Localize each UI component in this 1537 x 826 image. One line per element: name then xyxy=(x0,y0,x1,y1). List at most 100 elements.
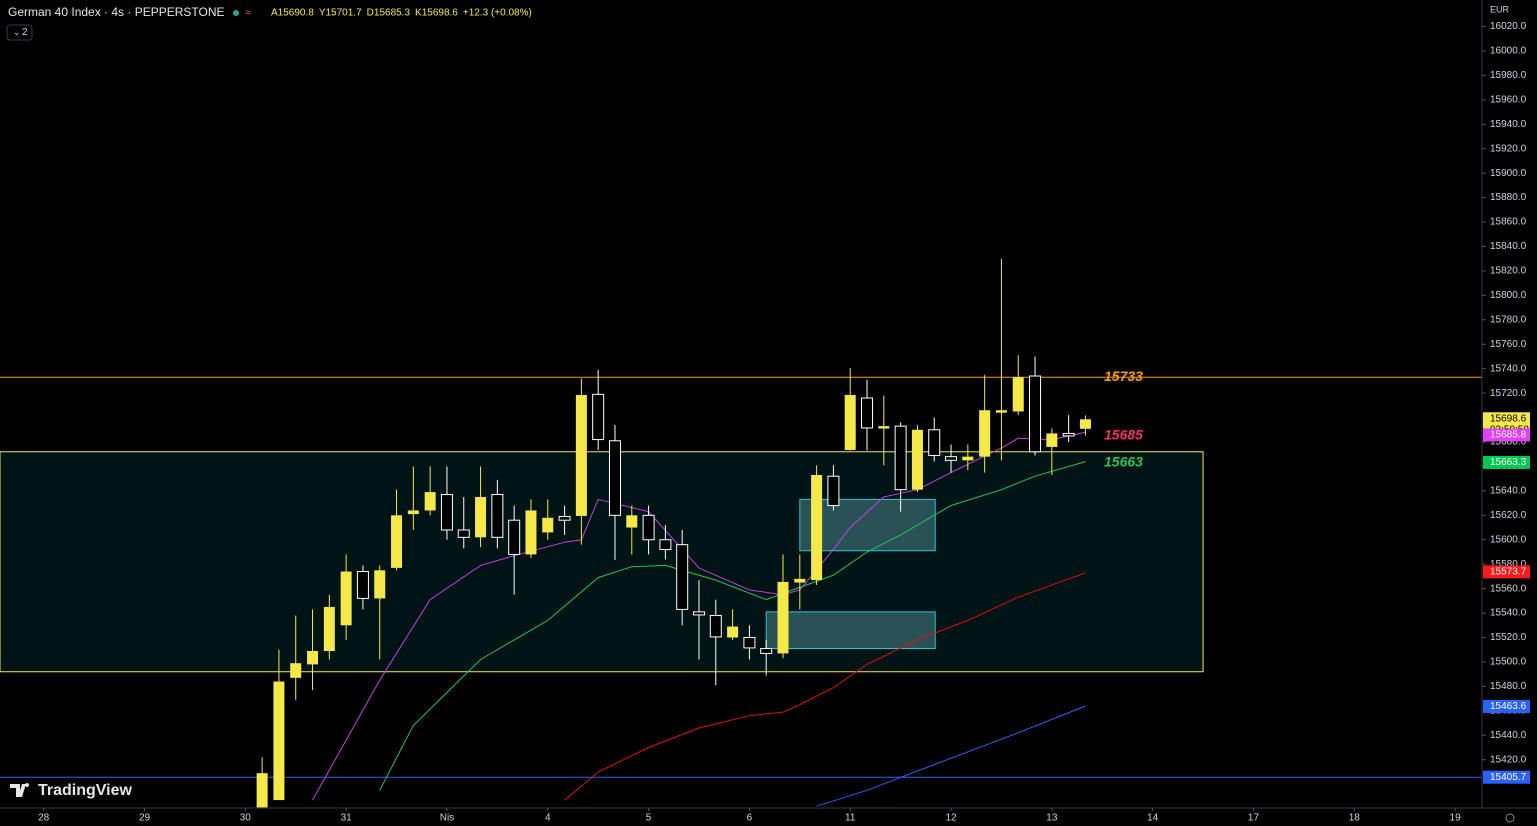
y-tick-label: 15480.0 xyxy=(1490,681,1527,692)
candle-body xyxy=(457,529,470,538)
candle-body xyxy=(743,637,756,649)
candle-body xyxy=(911,429,923,490)
candle-body xyxy=(356,571,369,599)
candle-body xyxy=(575,394,587,516)
x-tick-label: 12 xyxy=(945,813,957,824)
x-tick-label: 6 xyxy=(747,813,753,824)
y-tick-label: 15560.0 xyxy=(1490,583,1527,594)
y-tick-label: 15800.0 xyxy=(1490,290,1527,301)
y-tick-label: 15940.0 xyxy=(1490,119,1527,130)
zone xyxy=(765,611,936,650)
settings-icon[interactable] xyxy=(1505,813,1515,823)
candle-body xyxy=(811,474,823,581)
currency[interactable]: EUR xyxy=(1490,4,1510,14)
y-tick-label: 15520.0 xyxy=(1490,632,1527,643)
candle-body xyxy=(491,494,504,538)
candle-body xyxy=(928,429,941,456)
level-label: 15685 xyxy=(1104,427,1143,443)
candle-body xyxy=(374,570,386,599)
plot-area: 15733 15685 15663 xyxy=(0,258,1482,808)
candle-body xyxy=(273,681,285,801)
x-tick-label: 28 xyxy=(38,813,50,824)
candle-body xyxy=(962,456,974,461)
y-tick-label: 15780.0 xyxy=(1490,314,1527,325)
candle-body xyxy=(727,626,739,638)
candle-body xyxy=(508,519,521,555)
ohlc-value: A15690.8 xyxy=(271,8,314,19)
price-badge xyxy=(1483,428,1530,442)
price-badge-label: 15463.6 xyxy=(1490,701,1527,712)
moving-average xyxy=(816,705,1086,807)
y-tick-label: 15920.0 xyxy=(1490,143,1527,154)
x-tick-label: 13 xyxy=(1046,813,1058,824)
y-tick-label: 15740.0 xyxy=(1490,363,1527,374)
zone xyxy=(799,498,936,552)
y-tick-label: 15620.0 xyxy=(1490,510,1527,521)
candle-body xyxy=(692,611,705,616)
y-tick-label: 15820.0 xyxy=(1490,266,1527,277)
y-tick-label: 15500.0 xyxy=(1490,657,1527,668)
y-tick-label: 15760.0 xyxy=(1490,339,1527,350)
price-badge xyxy=(1483,699,1530,713)
status-icon: ≈ xyxy=(245,7,251,19)
y-tick-label: 15960.0 xyxy=(1490,94,1527,105)
y-tick-label: 15840.0 xyxy=(1490,241,1527,252)
candle-body xyxy=(256,773,268,808)
candle-body xyxy=(995,410,1007,413)
candle-body xyxy=(323,606,335,651)
candle-body xyxy=(1046,433,1058,447)
y-tick-label: 15720.0 xyxy=(1490,388,1527,399)
x-tick-label: 18 xyxy=(1349,813,1361,824)
candle-body xyxy=(945,456,958,461)
price-badge-label: 15685.8 xyxy=(1490,430,1527,441)
y-tick-label: 15900.0 xyxy=(1490,168,1527,179)
y-tick-label: 15440.0 xyxy=(1490,730,1527,741)
candle-body xyxy=(760,648,773,654)
ohlc-value: Y15701.7 xyxy=(319,8,362,19)
candle-body xyxy=(525,510,537,555)
candle-body xyxy=(424,492,436,511)
zone xyxy=(0,451,1204,673)
candle-body xyxy=(391,515,403,568)
candle-body xyxy=(1029,375,1042,453)
logo-mark xyxy=(10,783,30,797)
candle-body xyxy=(592,393,605,441)
y-tick-label: 15860.0 xyxy=(1490,217,1527,228)
x-tick-label: 19 xyxy=(1450,813,1462,824)
candle-body xyxy=(642,514,655,541)
level-label: 15663 xyxy=(1104,453,1143,469)
symbol-title: German 40 Index · 4s · PEPPERSTONE xyxy=(8,5,225,19)
y-tick-label: 15640.0 xyxy=(1490,486,1527,497)
candle-body xyxy=(340,571,352,626)
y-tick-label: 15540.0 xyxy=(1490,608,1527,619)
candle-body xyxy=(407,510,419,515)
candle-body xyxy=(709,615,722,638)
candle-body xyxy=(1062,432,1075,437)
x-tick-label: 14 xyxy=(1147,813,1159,824)
price-badge-label: 15405.7 xyxy=(1490,772,1527,783)
x-tick-label: 29 xyxy=(139,813,151,824)
price-badge-label: 15663.3 xyxy=(1490,457,1527,468)
ohlc-value: D15685.3 xyxy=(367,8,411,19)
x-tick-label: Nis xyxy=(440,813,454,824)
indicator-toggle[interactable] xyxy=(6,24,33,41)
y-tick-label: 16000.0 xyxy=(1490,46,1527,57)
chevron: ⌄ xyxy=(13,27,21,37)
candle-body xyxy=(676,544,689,610)
candle-body xyxy=(878,426,890,429)
candle-body xyxy=(475,496,487,538)
candle-body xyxy=(542,517,554,533)
candle-body xyxy=(844,394,856,450)
candle-body xyxy=(1012,377,1024,412)
ohlc-header: A15690.8 Y15701.7 D15685.3 K15698.6 +12.3 (+… xyxy=(271,8,532,19)
moving-average xyxy=(564,572,1086,801)
x-tick-label: 4 xyxy=(545,813,551,824)
y-tick-label: 15580.0 xyxy=(1490,559,1527,570)
candle-body xyxy=(608,440,621,516)
ohlc-value: +12.3 (+0.08%) xyxy=(463,8,532,19)
y-tick-label: 15680.0 xyxy=(1490,437,1527,448)
moving-average xyxy=(379,461,1086,791)
candle-body xyxy=(827,475,840,507)
level-label: 15733 xyxy=(1104,368,1143,384)
